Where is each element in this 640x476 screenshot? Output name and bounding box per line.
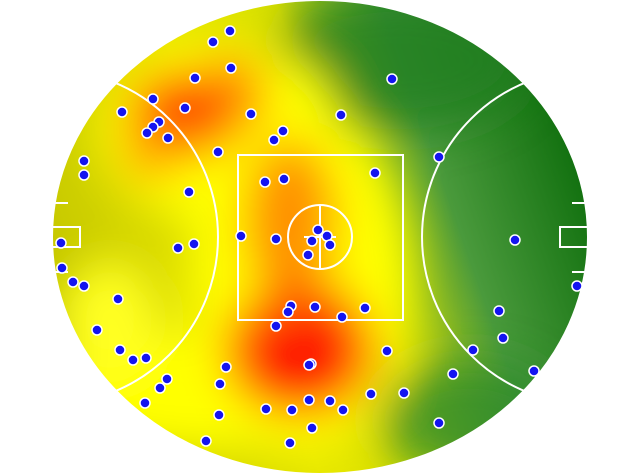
point: [112, 293, 124, 305]
point: [179, 102, 191, 114]
point: [114, 344, 126, 356]
points: [55, 25, 583, 449]
point: [336, 311, 348, 323]
point: [213, 409, 225, 421]
point: [268, 134, 280, 146]
point: [302, 249, 314, 261]
point: [303, 394, 315, 406]
point: [286, 404, 298, 416]
point: [270, 320, 282, 332]
point: [324, 239, 336, 251]
point: [306, 422, 318, 434]
point: [467, 344, 479, 356]
point: [337, 404, 349, 416]
point: [56, 262, 68, 274]
point: [161, 373, 173, 385]
point: [55, 237, 67, 249]
point: [225, 62, 237, 74]
point: [200, 435, 212, 447]
point: [154, 382, 166, 394]
point: [497, 332, 509, 344]
point: [447, 368, 459, 380]
point: [433, 417, 445, 429]
point: [78, 280, 90, 292]
point: [162, 132, 174, 144]
point: [188, 238, 200, 250]
point: [78, 169, 90, 181]
point: [303, 359, 315, 371]
point: [91, 324, 103, 336]
point: [284, 437, 296, 449]
point: [260, 403, 272, 415]
point: [212, 146, 224, 158]
point: [270, 233, 282, 245]
point: [139, 397, 151, 409]
point: [312, 224, 324, 236]
point: [189, 72, 201, 84]
point: [335, 109, 347, 121]
point: [433, 151, 445, 163]
point: [278, 173, 290, 185]
point: [235, 230, 247, 242]
point: [140, 352, 152, 364]
point: [207, 36, 219, 48]
point: [220, 361, 232, 373]
point: [398, 387, 410, 399]
point: [277, 125, 289, 137]
point: [365, 388, 377, 400]
point: [306, 235, 318, 247]
point: [324, 395, 336, 407]
point: [369, 167, 381, 179]
point: [183, 186, 195, 198]
point: [141, 127, 153, 139]
point: [78, 155, 90, 167]
point: [116, 106, 128, 118]
point: [359, 302, 371, 314]
point: [245, 108, 257, 120]
point: [214, 378, 226, 390]
point: [127, 354, 139, 366]
point: [509, 234, 521, 246]
point: [67, 276, 79, 288]
point: [571, 280, 583, 292]
point: [528, 365, 540, 377]
point: [386, 73, 398, 85]
point: [493, 305, 505, 317]
point: [381, 345, 393, 357]
point: [172, 242, 184, 254]
point: [147, 93, 159, 105]
point: [309, 301, 321, 313]
point: [259, 176, 271, 188]
point: [282, 306, 294, 318]
point: [224, 25, 236, 37]
